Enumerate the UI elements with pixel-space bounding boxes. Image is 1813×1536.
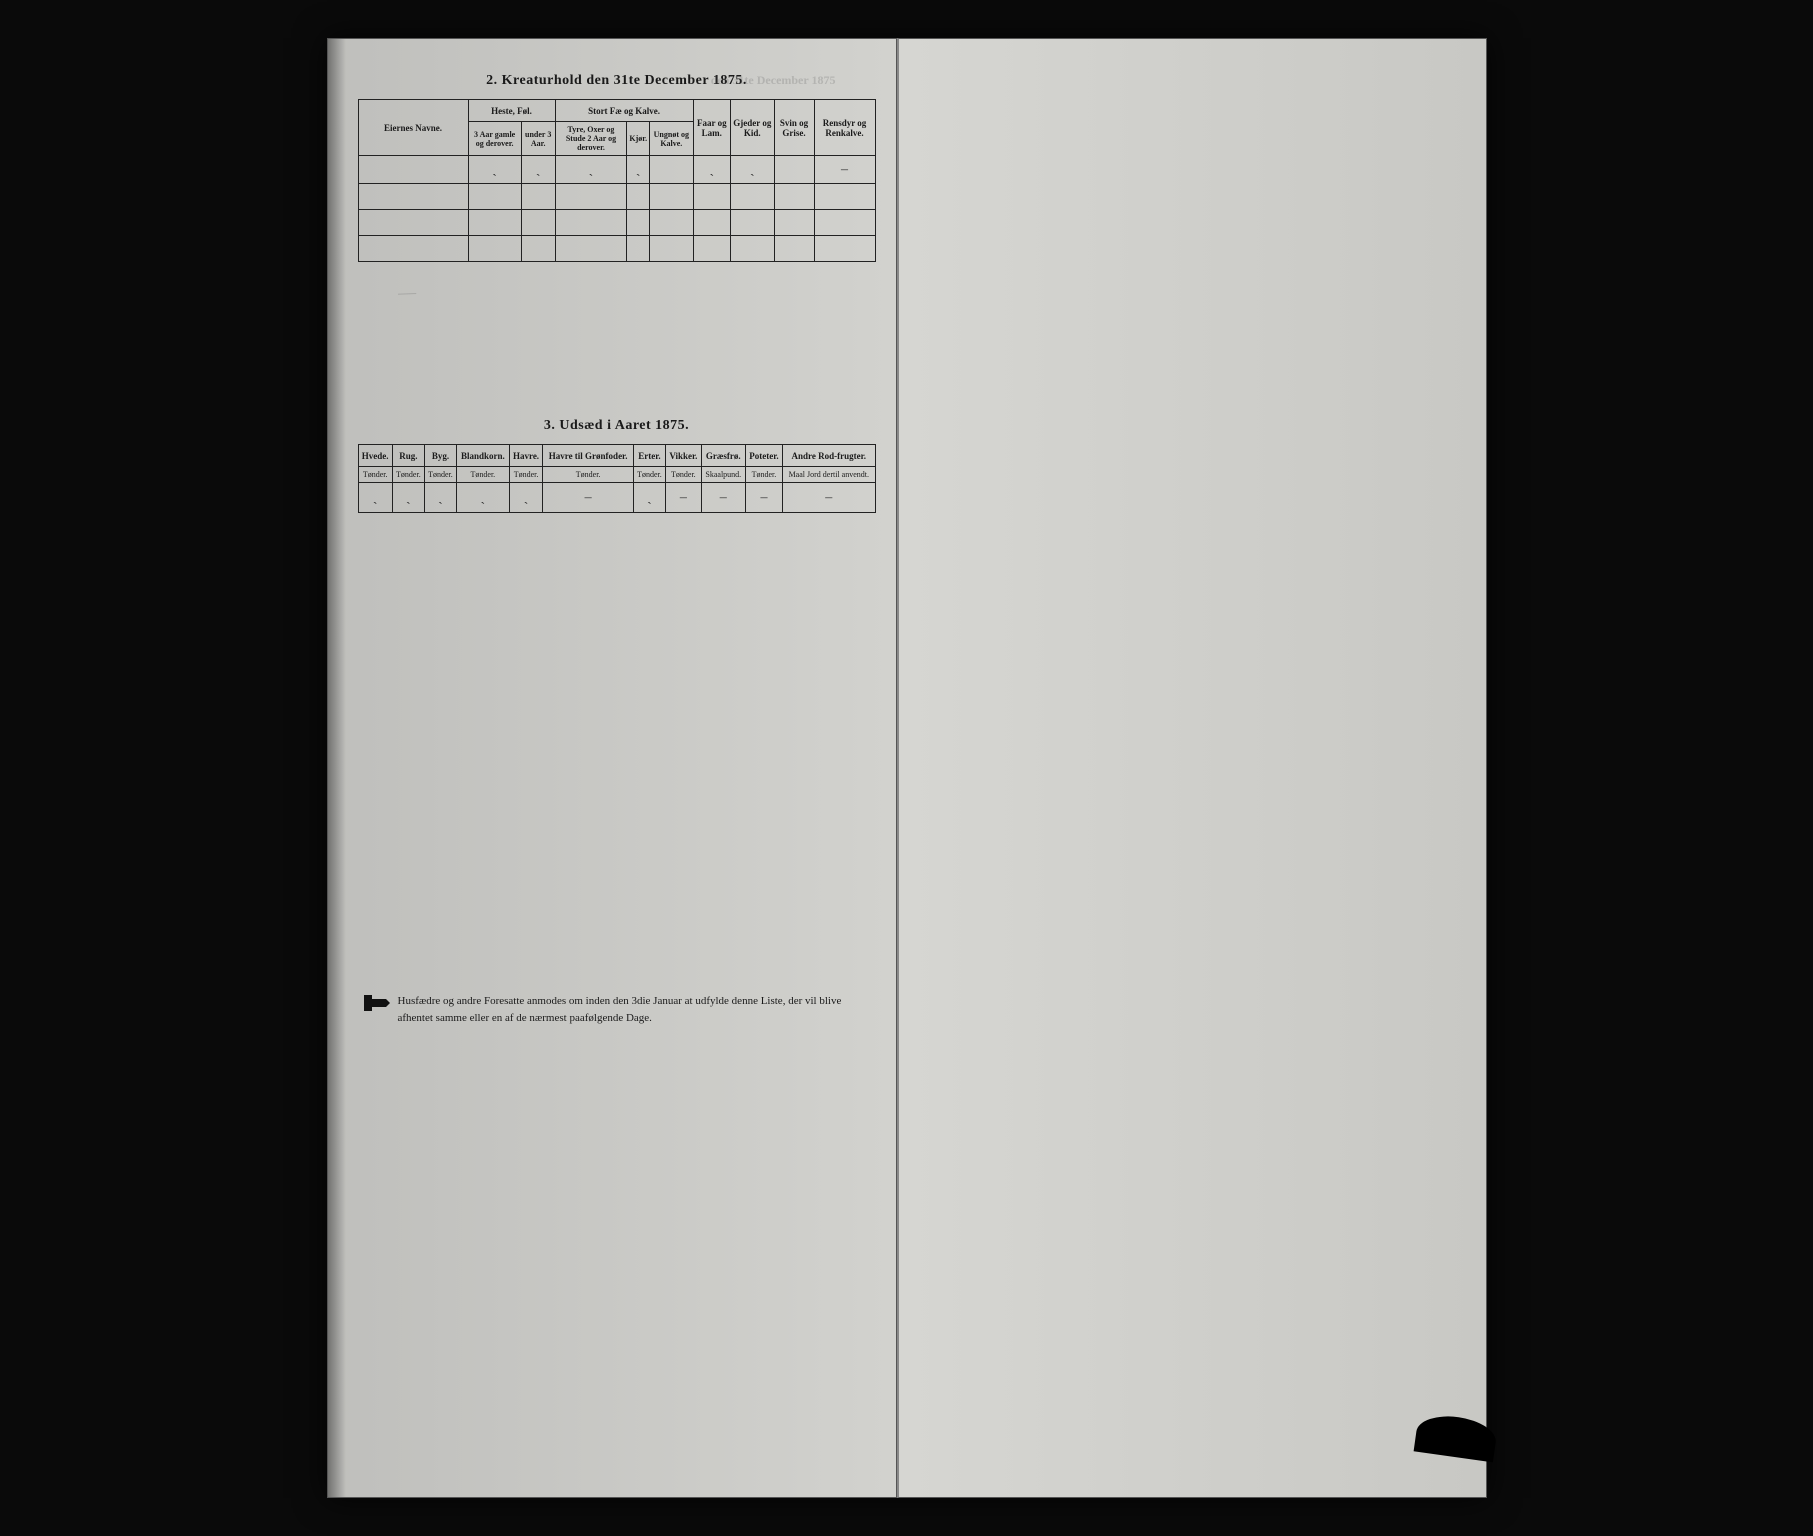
- cell-val: [650, 156, 693, 184]
- col-andre: Andre Rod-frugter.: [783, 445, 875, 467]
- livestock-table: Eiernes Navne. Heste, Føl. Stort Fæ og K…: [358, 99, 876, 262]
- col-havre: Havre.: [509, 445, 543, 467]
- col-stort-ungnot: Ungnøt og Kalve.: [650, 122, 693, 156]
- unit: Tønder.: [543, 467, 634, 483]
- col-erter: Erter.: [633, 445, 665, 467]
- col-poteter: Poteter.: [745, 445, 782, 467]
- col-graesfro: Græsfrø.: [701, 445, 745, 467]
- unit: Tønder.: [456, 467, 509, 483]
- section-2-title: 3. Udsæd i Aaret 1875.: [358, 418, 876, 434]
- cell-val: ˏ: [693, 156, 731, 184]
- col-byg: Byg.: [424, 445, 456, 467]
- cell-val: ‒: [745, 483, 782, 513]
- cell-val: ‒: [783, 483, 875, 513]
- table-row: [358, 210, 875, 236]
- table-row: [358, 236, 875, 262]
- unit: Tønder.: [509, 467, 543, 483]
- pointing-hand-icon: [364, 995, 390, 1011]
- cell-val: ˏ: [509, 483, 543, 513]
- col-gjeder: Gjeder og Kid.: [731, 100, 774, 156]
- col-svin: Svin og Grise.: [774, 100, 814, 156]
- black-tab: [1413, 1412, 1498, 1463]
- unit: Tønder.: [665, 467, 701, 483]
- right-page: [897, 38, 1487, 1498]
- unit: Tønder.: [633, 467, 665, 483]
- cell-val: [774, 156, 814, 184]
- cell-val: ‒: [665, 483, 701, 513]
- col-blandkorn: Blandkorn.: [456, 445, 509, 467]
- cell-val: ˏ: [555, 156, 627, 184]
- col-vikker: Vikker.: [665, 445, 701, 467]
- book-spread: den 31te December 1875 2. Kreaturhold de…: [327, 38, 1487, 1498]
- cell-val: ˏ: [456, 483, 509, 513]
- footer-note: Husfædre og andre Foresatte anmodes om i…: [358, 993, 876, 1026]
- cell-val: ‒: [543, 483, 634, 513]
- col-rug: Rug.: [392, 445, 424, 467]
- cell-val: ˏ: [392, 483, 424, 513]
- table-row: ˏ ˏ ˏ ˏ ˏ ˏ ‒: [358, 156, 875, 184]
- footer-text: Husfædre og andre Foresatte anmodes om i…: [398, 993, 870, 1026]
- cell-val: ˏ: [468, 156, 521, 184]
- left-page: den 31te December 1875 2. Kreaturhold de…: [327, 38, 897, 1498]
- col-heste: Heste, Føl.: [468, 100, 555, 122]
- col-stort: Stort Fæ og Kalve.: [555, 100, 693, 122]
- unit: Tønder.: [392, 467, 424, 483]
- binding-shadow: [328, 39, 346, 1497]
- col-heste-under3: under 3 Aar.: [521, 122, 555, 156]
- col-hvede: Hvede.: [358, 445, 392, 467]
- col-faar: Faar og Lam.: [693, 100, 731, 156]
- cell-val: ˏ: [627, 156, 650, 184]
- unit: Maal Jord dertil anvendt.: [783, 467, 875, 483]
- cell-val: ˏ: [633, 483, 665, 513]
- col-stort-tyre: Tyre, Oxer og Stude 2 Aar og derover.: [555, 122, 627, 156]
- table-row: ˏ ˏ ˏ ˏ ˏ ‒ ˏ ‒ ‒ ‒ ‒: [358, 483, 875, 513]
- col-owner: Eiernes Navne.: [358, 100, 468, 156]
- col-havre-gron: Havre til Grønfoder.: [543, 445, 634, 467]
- section-gap: —: [358, 262, 876, 412]
- unit: Tønder.: [745, 467, 782, 483]
- col-heste-3plus: 3 Aar gamle og derover.: [468, 122, 521, 156]
- col-rensdyr: Rensdyr og Renkalve.: [814, 100, 875, 156]
- sowing-table: Hvede. Rug. Byg. Blandkorn. Havre. Havre…: [358, 444, 876, 513]
- faded-handwriting: —: [397, 282, 418, 304]
- cell-owner: [358, 156, 468, 184]
- cell-val: ˏ: [424, 483, 456, 513]
- col-stort-kjor: Kjør.: [627, 122, 650, 156]
- unit: Tønder.: [424, 467, 456, 483]
- unit: Tønder.: [358, 467, 392, 483]
- cell-val: ˏ: [358, 483, 392, 513]
- unit: Skaalpund.: [701, 467, 745, 483]
- cell-val: ˏ: [521, 156, 555, 184]
- table-row: [358, 184, 875, 210]
- ghost-bleed-title: den 31te December 1875: [711, 73, 836, 88]
- cell-val: ‒: [814, 156, 875, 184]
- cell-val: ˏ: [731, 156, 774, 184]
- cell-val: ‒: [701, 483, 745, 513]
